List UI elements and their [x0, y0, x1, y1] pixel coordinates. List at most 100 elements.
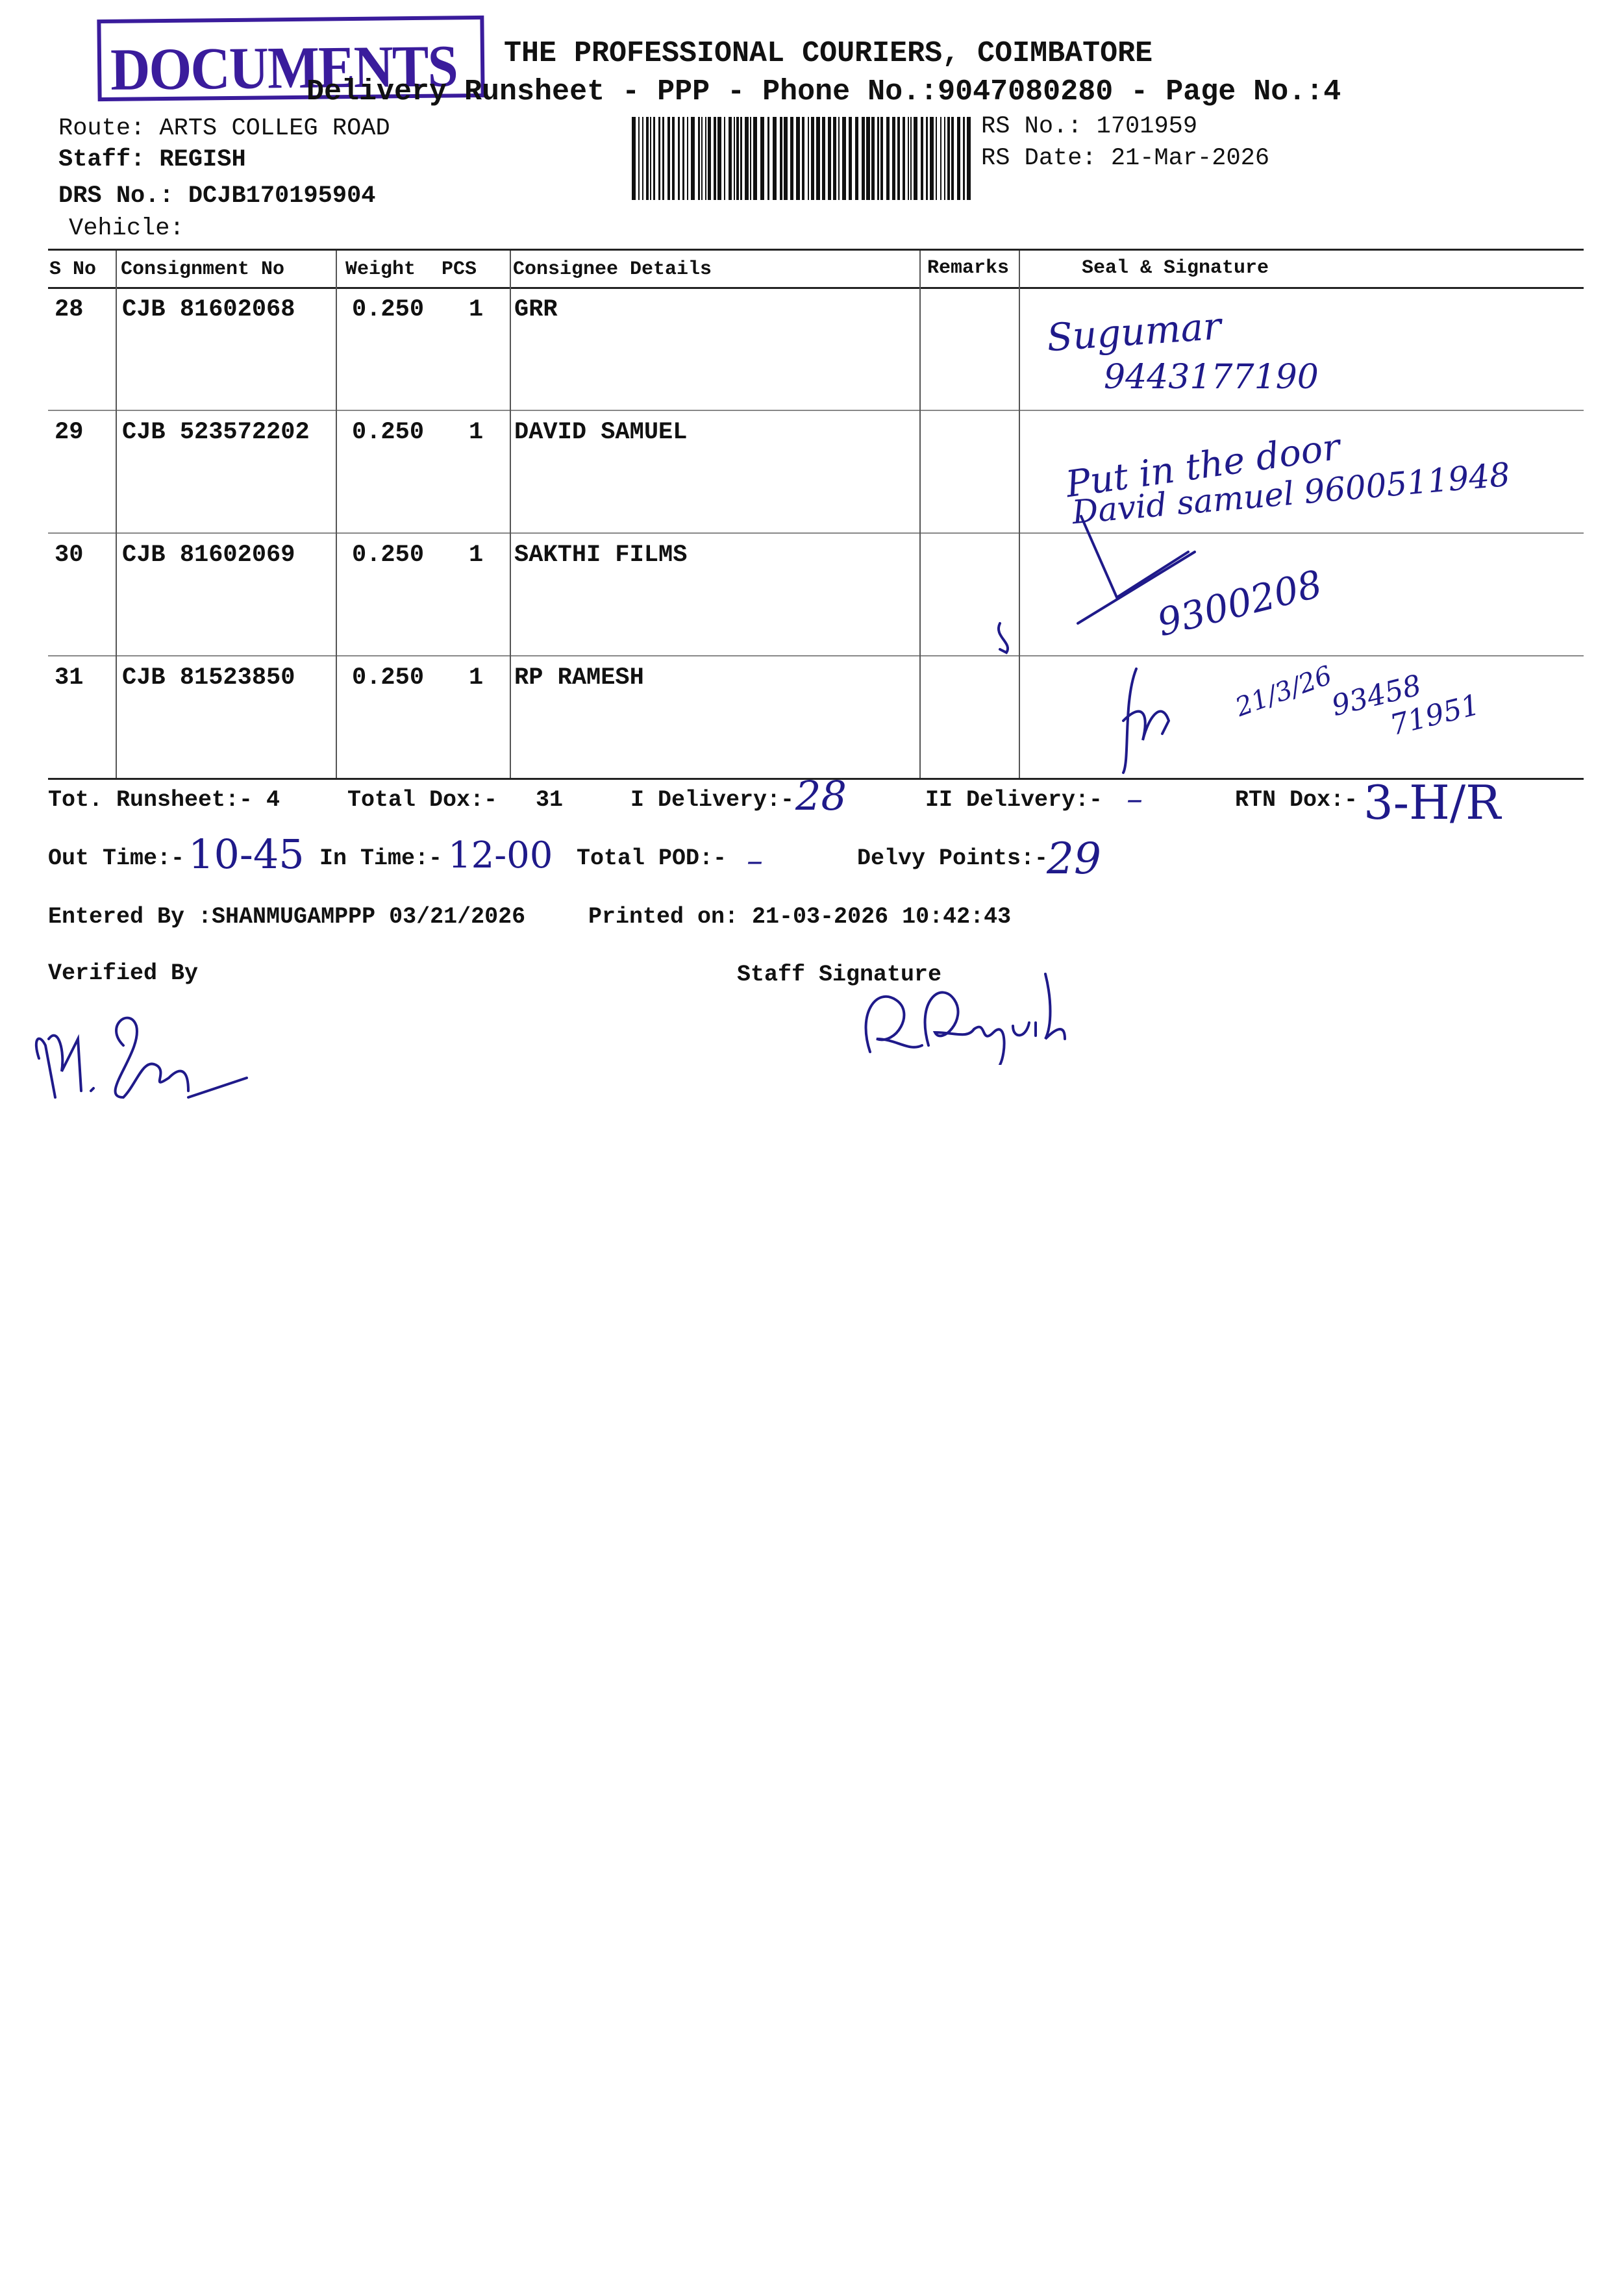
barcode-bar	[816, 117, 820, 200]
table-bottom-rule	[48, 778, 1584, 780]
cell-consignee: DAVID SAMUEL	[514, 419, 688, 446]
barcode-bar	[638, 117, 640, 200]
column-divider	[510, 251, 511, 778]
barcode-bar	[936, 117, 937, 200]
row-divider	[48, 410, 1584, 411]
vehicle: Vehicle:	[69, 215, 184, 242]
ii-delivery-label: II Delivery:-	[925, 787, 1103, 813]
cell-weight: 0.250	[352, 542, 425, 569]
column-divider	[116, 251, 117, 778]
table-top-rule	[48, 249, 1584, 251]
barcode-bar	[784, 117, 788, 200]
barcode-bar	[811, 117, 814, 200]
barcode-bar	[678, 117, 680, 200]
barcode-bar	[687, 117, 688, 200]
barcode-bar	[892, 117, 895, 200]
in-time-value: 12-00	[448, 834, 553, 877]
verified-by-label: Verified By	[48, 960, 199, 986]
barcode-bar	[760, 117, 764, 200]
handwritten-phone: 9443177190	[1104, 358, 1319, 397]
barcode-bar	[790, 117, 793, 200]
cell-consignee: SAKTHI FILMS	[514, 542, 688, 569]
barcode-bar	[838, 117, 840, 200]
barcode-bar	[667, 117, 670, 200]
barcode-bar	[745, 117, 749, 200]
rtn-dox-value: 3-H/R	[1364, 775, 1501, 830]
barcode-bar	[753, 117, 757, 200]
barcode-bar	[773, 117, 777, 200]
barcode-bar	[910, 117, 912, 200]
cell-weight: 0.250	[352, 664, 425, 692]
barcode-bar	[736, 117, 739, 200]
barcode-bar	[808, 117, 809, 200]
barcode-bar	[947, 117, 950, 200]
barcode-bar	[662, 117, 664, 200]
barcode	[632, 117, 971, 200]
barcode-bar	[750, 117, 751, 200]
col-consignee: Consignee Details	[513, 258, 712, 281]
rtn-dox-label: RTN Dox:-	[1235, 787, 1358, 813]
barcode-bar	[767, 117, 769, 200]
rs-date: RS Date: 21-Mar-2026	[981, 145, 1270, 172]
rs-no: RS No.: 1701959	[981, 113, 1198, 140]
cell-pcs: 1	[469, 296, 484, 323]
barcode-bar	[944, 117, 945, 200]
staff: Staff: REGISH	[58, 146, 246, 173]
barcode-bar	[908, 117, 909, 200]
total-pod-label: Total POD:-	[577, 845, 727, 871]
barcode-bar	[729, 117, 732, 200]
row-divider	[48, 532, 1584, 534]
barcode-bar	[705, 117, 706, 200]
col-consignment: Consignment No	[121, 258, 285, 281]
barcode-bar	[940, 117, 941, 200]
cell-consignment: CJB 81523850	[122, 664, 295, 692]
barcode-bar	[682, 117, 684, 200]
drs-no: DRS No.: DCJB170195904	[58, 182, 376, 210]
column-divider	[919, 251, 921, 778]
cell-sno: 28	[55, 296, 84, 323]
barcode-bar	[877, 117, 879, 200]
i-delivery-label: I Delivery:-	[630, 787, 795, 813]
barcode-bar	[698, 117, 700, 200]
route: Route: ARTS COLLEG ROAD	[58, 115, 390, 142]
out-time-value: 10-45	[188, 830, 305, 878]
barcode-bar	[871, 117, 875, 200]
barcode-bar	[855, 117, 858, 200]
barcode-bar	[822, 117, 825, 200]
barcode-bar	[967, 117, 971, 200]
cell-pcs: 1	[469, 419, 484, 446]
col-weight: Weight	[345, 258, 416, 281]
handwritten-receiver-name: Sugumar	[1045, 303, 1223, 360]
col-sno: S No	[49, 258, 97, 281]
barcode-bar	[708, 117, 711, 200]
cell-pcs: 1	[469, 664, 484, 692]
runsheet-title: Delivery Runsheet - PPP - Phone No.:9047…	[306, 75, 1341, 108]
handwritten-marks	[997, 515, 1196, 774]
row-divider	[48, 655, 1584, 656]
entered-by: Entered By :SHANMUGAMPPP 03/21/2026	[48, 904, 526, 930]
barcode-bar	[833, 117, 836, 200]
barcode-bar	[963, 117, 965, 200]
barcode-bar	[862, 117, 865, 200]
barcode-bar	[691, 117, 695, 200]
barcode-bar	[930, 117, 934, 200]
barcode-bar	[796, 117, 800, 200]
cell-sno: 30	[55, 542, 84, 569]
barcode-bar	[921, 117, 923, 200]
barcode-bar	[849, 117, 852, 200]
barcode-bar	[642, 117, 643, 200]
barcode-bar	[897, 117, 900, 200]
verifier-signature	[34, 1016, 248, 1099]
col-remarks: Remarks	[927, 257, 1010, 279]
col-pcs: PCS	[442, 258, 477, 281]
table-header-rule	[48, 287, 1584, 289]
cell-consignee: RP RAMESH	[514, 664, 644, 692]
barcode-bar	[880, 117, 883, 200]
total-dox-value: 31	[536, 787, 564, 813]
barcode-bar	[672, 117, 675, 200]
barcode-bar	[653, 117, 655, 200]
total-pod-value: –	[747, 842, 763, 879]
cell-pcs: 1	[469, 542, 484, 569]
cell-consignment: CJB 81602068	[122, 296, 295, 323]
cell-consignment: CJB 523572202	[122, 419, 310, 446]
